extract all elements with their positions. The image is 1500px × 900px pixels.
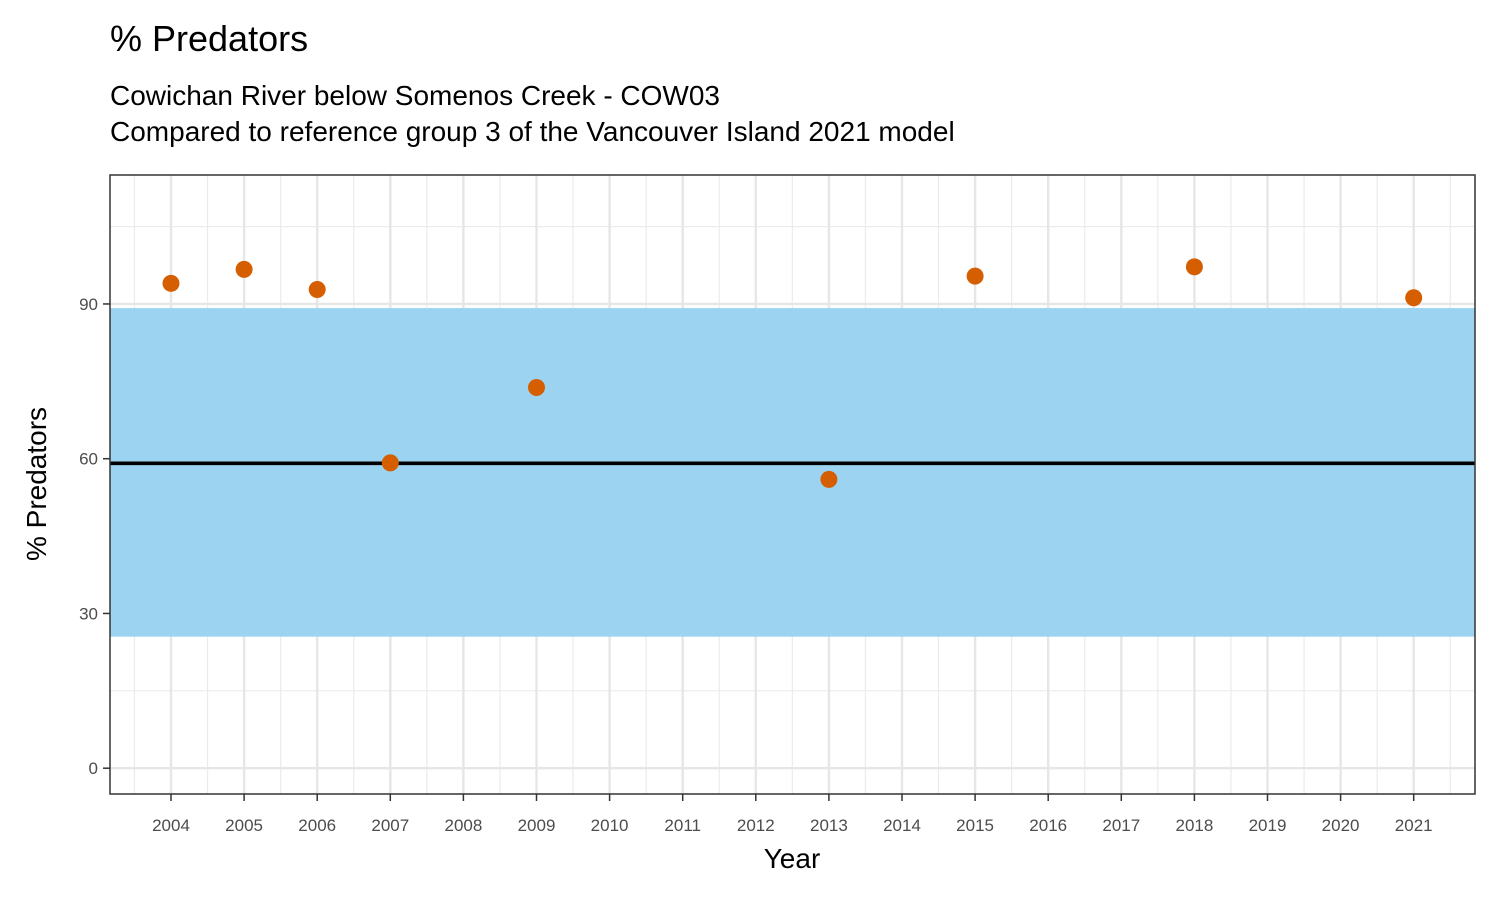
y-tick-label-90: 90 (79, 295, 98, 314)
data-point-2021 (1405, 289, 1423, 307)
data-points (162, 258, 1423, 488)
x-tick-label-2013: 2013 (810, 816, 848, 835)
chart-subtitle-reference: Compared to reference group 3 of the Van… (110, 116, 955, 147)
x-tick-label-2009: 2009 (518, 816, 556, 835)
data-point-2018 (1185, 258, 1203, 276)
x-tick-label-2015: 2015 (956, 816, 994, 835)
x-tick-label-2006: 2006 (298, 816, 336, 835)
x-tick-label-2010: 2010 (591, 816, 629, 835)
data-point-2005 (235, 260, 253, 278)
y-axis-ticks: 0 30 60 90 (79, 295, 110, 778)
x-tick-label-2018: 2018 (1175, 816, 1213, 835)
x-axis-title: Year (764, 843, 821, 874)
x-tick-label-2005: 2005 (225, 816, 263, 835)
data-point-2009 (528, 379, 545, 397)
x-tick-label-2019: 2019 (1249, 816, 1287, 835)
x-tick-label-2012: 2012 (737, 816, 775, 835)
x-tick-label-2011: 2011 (664, 816, 701, 835)
data-point-2004 (162, 274, 180, 292)
x-tick-label-2014: 2014 (883, 816, 921, 835)
data-point-2007 (381, 454, 399, 472)
x-tick-label-2017: 2017 (1102, 816, 1140, 835)
x-tick-label-2004: 2004 (152, 816, 190, 835)
x-tick-label-2021: 2021 (1395, 816, 1433, 835)
plot-panel-border (109, 174, 1476, 795)
x-axis-ticks: 2004 2005 2006 2007 2008 2009 2010 2011 2012 2013… (152, 794, 1433, 835)
x-tick-label-2016: 2016 (1029, 816, 1067, 835)
data-point-2015 (966, 267, 984, 285)
y-tick-label-30: 30 (79, 604, 98, 623)
x-tick-label-2008: 2008 (444, 816, 482, 835)
chart-title: % Predators (110, 18, 309, 59)
data-point-2013 (820, 470, 838, 488)
y-axis-title: % Predators (21, 407, 52, 561)
reference-range-band (110, 308, 1475, 637)
data-point-2006 (308, 281, 326, 299)
y-tick-label-0: 0 (89, 759, 98, 778)
chart-subtitle-site: Cowichan River below Somenos Creek - COW… (110, 80, 720, 111)
x-tick-label-2007: 2007 (371, 816, 409, 835)
x-tick-label-2020: 2020 (1322, 816, 1360, 835)
y-tick-label-60: 60 (79, 450, 98, 469)
